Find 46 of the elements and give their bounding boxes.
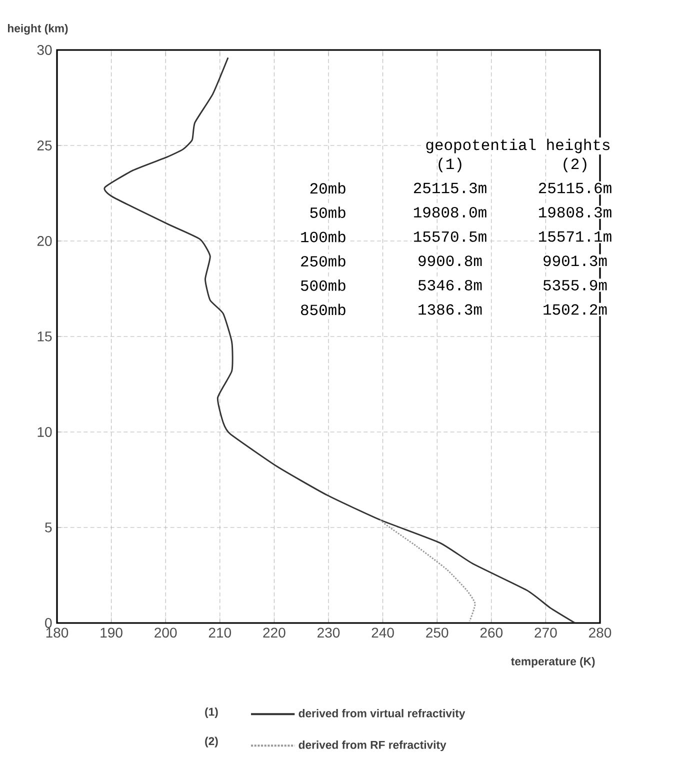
annotation: 250mb bbox=[301, 255, 346, 267]
annotation: 15571.1m bbox=[538, 231, 612, 242]
y-tick-label: 15 bbox=[38, 332, 52, 342]
y-axis-title: height (km) bbox=[8, 24, 68, 35]
annotation: 5346.8m bbox=[418, 280, 482, 290]
annotation: 20mb bbox=[310, 182, 346, 194]
y-tick-label: 20 bbox=[37, 236, 52, 246]
x-tick-label: 230 bbox=[318, 628, 340, 638]
annotation: 25115.3m bbox=[414, 182, 486, 194]
x-tick-label: 180 bbox=[46, 628, 68, 638]
annotation: 50mb bbox=[310, 206, 346, 218]
annotation: 15570.5m bbox=[414, 231, 486, 242]
annotation: 1502.2m bbox=[544, 304, 607, 315]
x-tick-label: 270 bbox=[534, 628, 557, 638]
annotation: 19808.0m bbox=[414, 207, 486, 218]
x-tick-label: 210 bbox=[208, 628, 232, 638]
x-tick-label: 220 bbox=[263, 628, 286, 638]
legend-label: derived from virtual refractivity bbox=[298, 709, 466, 720]
text: (2) bbox=[205, 736, 218, 748]
x-tick-label: 250 bbox=[426, 628, 448, 638]
x-tick-label: 200 bbox=[154, 628, 177, 638]
y-tick-label: 25 bbox=[37, 140, 52, 150]
legend-label: derived from RF refractivity bbox=[298, 740, 446, 752]
annotation: 19808.3m bbox=[538, 207, 612, 218]
line-series bbox=[379, 519, 476, 622]
annotation: geopotential heights bbox=[426, 138, 610, 154]
x-axis-title: temperature (K) bbox=[511, 657, 595, 668]
annotation: 100mb bbox=[301, 230, 346, 242]
annotation: 25115.6m bbox=[538, 182, 612, 194]
x-tick-label: 260 bbox=[480, 628, 503, 638]
y-tick-label: 0 bbox=[45, 618, 52, 628]
annotation: 500mb bbox=[300, 280, 346, 291]
annotation: 9901.3m bbox=[544, 256, 607, 266]
y-tick-label: 5 bbox=[45, 522, 52, 532]
x-tick-label: 280 bbox=[589, 628, 612, 638]
text: (1) bbox=[205, 707, 218, 718]
y-tick-label: 30 bbox=[37, 45, 52, 55]
annotation: 9900.8m bbox=[418, 256, 482, 266]
y-tick-label: 10 bbox=[38, 427, 52, 437]
annotation: 5355.9m bbox=[543, 280, 607, 290]
x-tick-label: 240 bbox=[372, 628, 394, 638]
annotation: (2) bbox=[564, 158, 586, 172]
annotation: 1386.3m bbox=[418, 304, 482, 315]
annotation: (1) bbox=[438, 158, 462, 172]
annotation: 850mb bbox=[301, 304, 346, 316]
x-tick-label: 190 bbox=[100, 628, 122, 638]
